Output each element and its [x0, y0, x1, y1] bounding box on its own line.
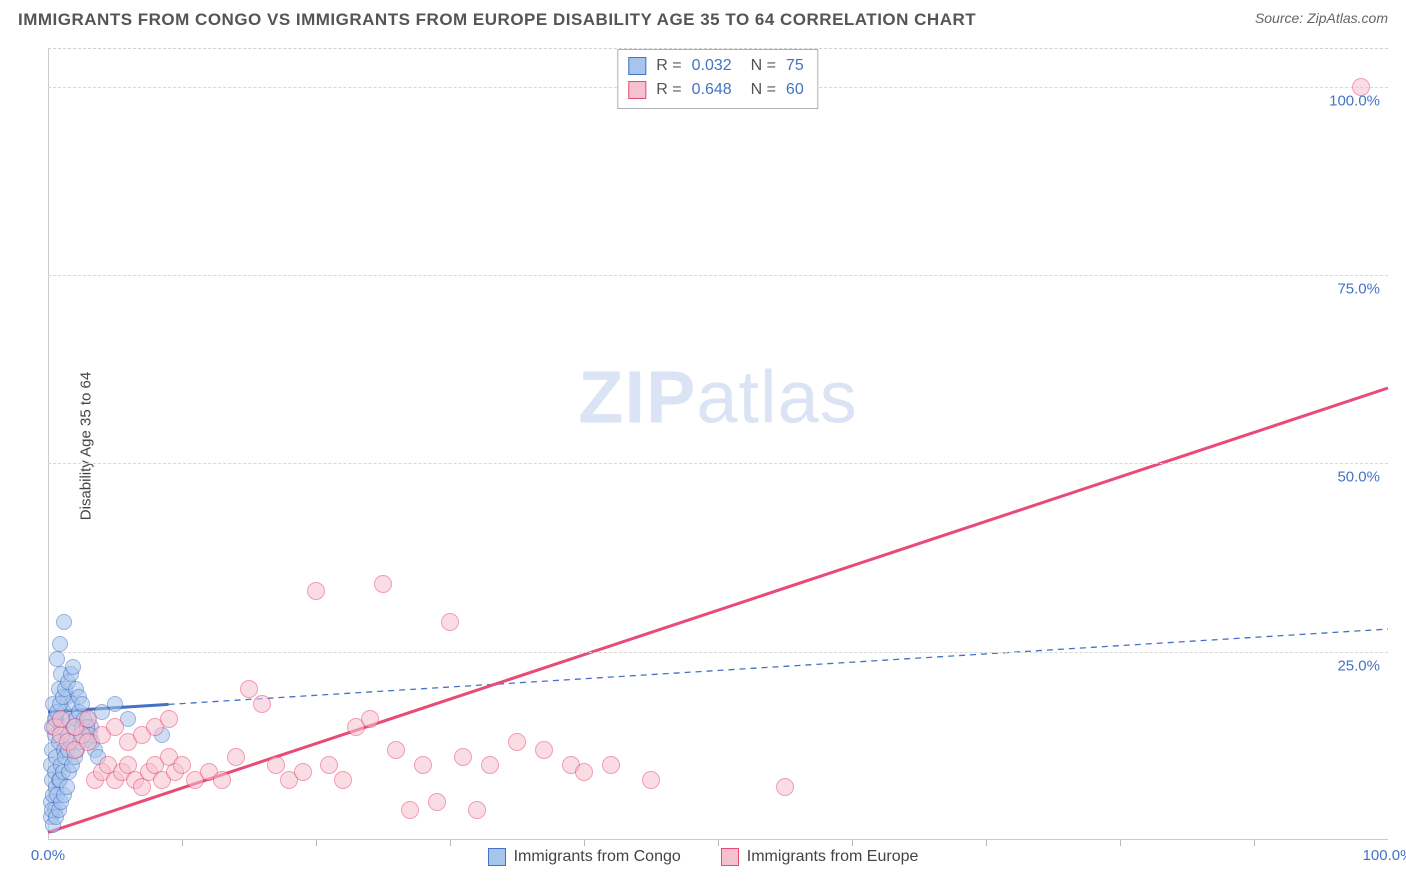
legend-swatch	[628, 81, 646, 99]
scatter-point-europe	[320, 756, 338, 774]
scatter-point-europe	[334, 771, 352, 789]
legend-swatch	[488, 848, 506, 866]
scatter-point-congo	[107, 696, 123, 712]
scatter-point-europe	[441, 613, 459, 631]
y-tick-label: 75.0%	[1337, 281, 1380, 298]
source-label: Source: ZipAtlas.com	[1255, 10, 1388, 26]
scatter-point-europe	[240, 680, 258, 698]
x-tick-mark	[852, 840, 853, 846]
x-tick-mark	[584, 840, 585, 846]
series-legend-label: Immigrants from Congo	[514, 848, 681, 866]
scatter-point-europe	[642, 771, 660, 789]
gridline-horizontal	[48, 652, 1388, 653]
gridline-horizontal	[48, 275, 1388, 276]
x-tick-mark	[986, 840, 987, 846]
legend-r-label: R =	[656, 54, 681, 78]
scatter-point-europe	[267, 756, 285, 774]
x-tick-mark	[316, 840, 317, 846]
scatter-point-europe	[173, 756, 191, 774]
legend-n-value: 60	[786, 78, 804, 102]
scatter-point-europe	[160, 710, 178, 728]
trend-lines	[48, 49, 1388, 840]
scatter-point-europe	[213, 771, 231, 789]
scatter-point-europe	[454, 748, 472, 766]
legend-r-label: R =	[656, 78, 681, 102]
scatter-point-europe	[414, 756, 432, 774]
scatter-point-europe	[1352, 78, 1370, 96]
series-legend: Immigrants from Congo Immigrants from Eur…	[0, 848, 1406, 866]
legend-n-value: 75	[786, 54, 804, 78]
legend-r-value: 0.032	[692, 54, 732, 78]
legend-swatch	[721, 848, 739, 866]
y-tick-label: 50.0%	[1337, 469, 1380, 486]
x-tick-mark	[1254, 840, 1255, 846]
legend-n-label: N =	[742, 78, 776, 102]
chart-title: IMMIGRANTS FROM CONGO VS IMMIGRANTS FROM…	[18, 10, 976, 30]
gridline-horizontal	[48, 463, 1388, 464]
scatter-point-europe	[401, 801, 419, 819]
scatter-point-europe	[374, 575, 392, 593]
series-legend-item: Immigrants from Europe	[721, 848, 919, 866]
correlation-legend-row: R = 0.032 N = 75	[628, 54, 803, 78]
scatter-point-europe	[361, 710, 379, 728]
scatter-point-europe	[227, 748, 245, 766]
scatter-point-europe	[468, 801, 486, 819]
scatter-point-europe	[481, 756, 499, 774]
x-tick-mark	[182, 840, 183, 846]
legend-swatch	[628, 57, 646, 75]
scatter-point-europe	[387, 741, 405, 759]
scatter-point-europe	[294, 763, 312, 781]
scatter-point-congo	[49, 651, 65, 667]
correlation-legend-row: R = 0.648 N = 60	[628, 78, 803, 102]
series-legend-item: Immigrants from Congo	[488, 848, 681, 866]
scatter-point-congo	[52, 636, 68, 652]
scatter-point-congo	[65, 659, 81, 675]
correlation-legend: R = 0.032 N = 75R = 0.648 N = 60	[617, 49, 818, 109]
scatter-point-europe	[776, 778, 794, 796]
scatter-point-europe	[106, 718, 124, 736]
legend-r-value: 0.648	[692, 78, 732, 102]
scatter-point-congo	[59, 779, 75, 795]
scatter-point-europe	[575, 763, 593, 781]
scatter-point-europe	[428, 793, 446, 811]
scatter-point-europe	[508, 733, 526, 751]
x-tick-mark	[450, 840, 451, 846]
y-tick-label: 100.0%	[1329, 92, 1380, 109]
scatter-point-europe	[79, 710, 97, 728]
scatter-point-europe	[253, 695, 271, 713]
scatter-point-congo	[56, 614, 72, 630]
scatter-point-europe	[602, 756, 620, 774]
series-legend-label: Immigrants from Europe	[747, 848, 919, 866]
x-tick-mark	[718, 840, 719, 846]
legend-n-label: N =	[742, 54, 776, 78]
scatter-point-europe	[535, 741, 553, 759]
x-tick-mark	[1120, 840, 1121, 846]
scatter-point-europe	[307, 582, 325, 600]
y-tick-label: 25.0%	[1337, 657, 1380, 674]
chart-area: ZIPatlas 25.0%50.0%75.0%100.0%0.0%100.0%…	[48, 48, 1388, 840]
